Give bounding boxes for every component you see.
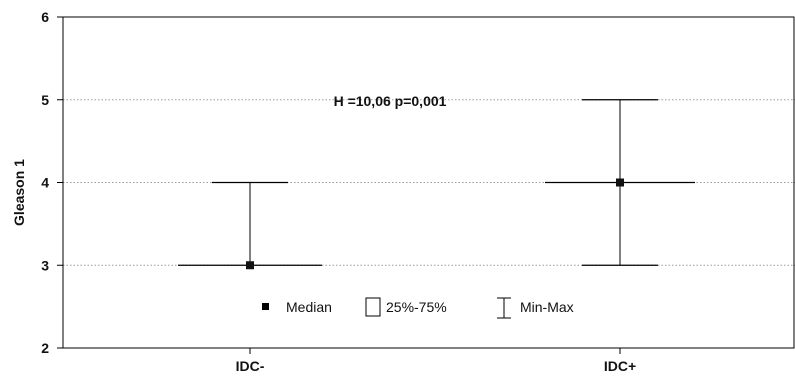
legend-median-label: Median bbox=[286, 299, 332, 315]
y-tick-label: 5 bbox=[41, 92, 49, 108]
y-tick-label: 6 bbox=[41, 9, 49, 25]
y-axis-ticks: 2 3 4 5 6 bbox=[41, 9, 63, 356]
x-tick-label: IDC+ bbox=[604, 358, 636, 374]
y-tick-label: 2 bbox=[41, 340, 49, 356]
x-axis-ticks: IDC- IDC+ bbox=[236, 348, 636, 374]
median-marker bbox=[616, 178, 624, 187]
legend-whisker-label: Min-Max bbox=[520, 299, 574, 315]
legend-median-symbol bbox=[262, 303, 269, 310]
box-series bbox=[178, 99, 695, 270]
legend-box-label: 25%-75% bbox=[386, 299, 447, 315]
x-tick-label: IDC- bbox=[236, 358, 265, 374]
box-idc-minus bbox=[178, 181, 322, 270]
y-tick-label: 3 bbox=[41, 257, 49, 273]
legend: Median 25%-75% Min-Max bbox=[262, 297, 574, 319]
box-idc-plus bbox=[545, 99, 695, 266]
y-tick-label: 4 bbox=[41, 175, 49, 191]
median-marker bbox=[246, 261, 254, 270]
stat-annotation: H =10,06 p=0,001 bbox=[334, 93, 447, 109]
legend-box-symbol bbox=[365, 297, 381, 317]
legend-whisker-symbol bbox=[497, 297, 511, 319]
y-axis-label: Gleason 1 bbox=[11, 159, 27, 226]
